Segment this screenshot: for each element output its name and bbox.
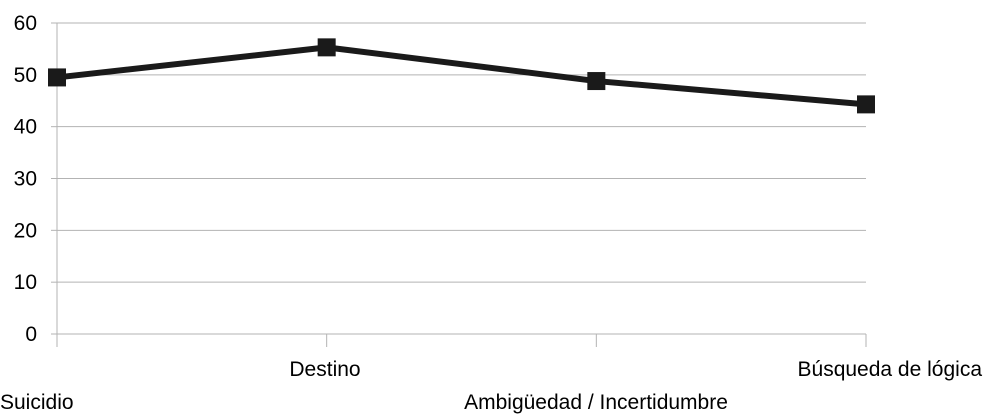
y-tick-label: 10 <box>14 271 37 294</box>
y-tick-label: 50 <box>14 64 37 87</box>
series-group <box>48 38 875 114</box>
x-tick-label: Destino <box>289 358 360 381</box>
y-tick-label: 30 <box>14 168 37 191</box>
data-point-marker <box>857 95 875 114</box>
axes <box>51 22 867 347</box>
x-tick-label: Suicidio <box>0 391 74 414</box>
y-tick-label: 60 <box>14 12 37 35</box>
data-point-marker <box>317 38 336 57</box>
series-line <box>54 44 869 108</box>
x-tick-label: Ambigüedad / Incertidumbre <box>464 391 728 414</box>
data-point-marker <box>48 68 66 87</box>
x-tick-label: Búsqueda de lógica <box>798 358 983 381</box>
gridlines <box>57 22 866 335</box>
y-tick-label: 40 <box>14 116 37 139</box>
x-axis-ticks: Suicidio Destino Ambigüedad / Incertidumbr… <box>0 358 982 414</box>
y-tick-label: 0 <box>25 323 37 346</box>
y-axis-ticks: 0 10 20 30 40 50 60 <box>14 12 37 346</box>
y-tick-label: 20 <box>14 219 37 242</box>
data-point-marker <box>587 72 606 91</box>
